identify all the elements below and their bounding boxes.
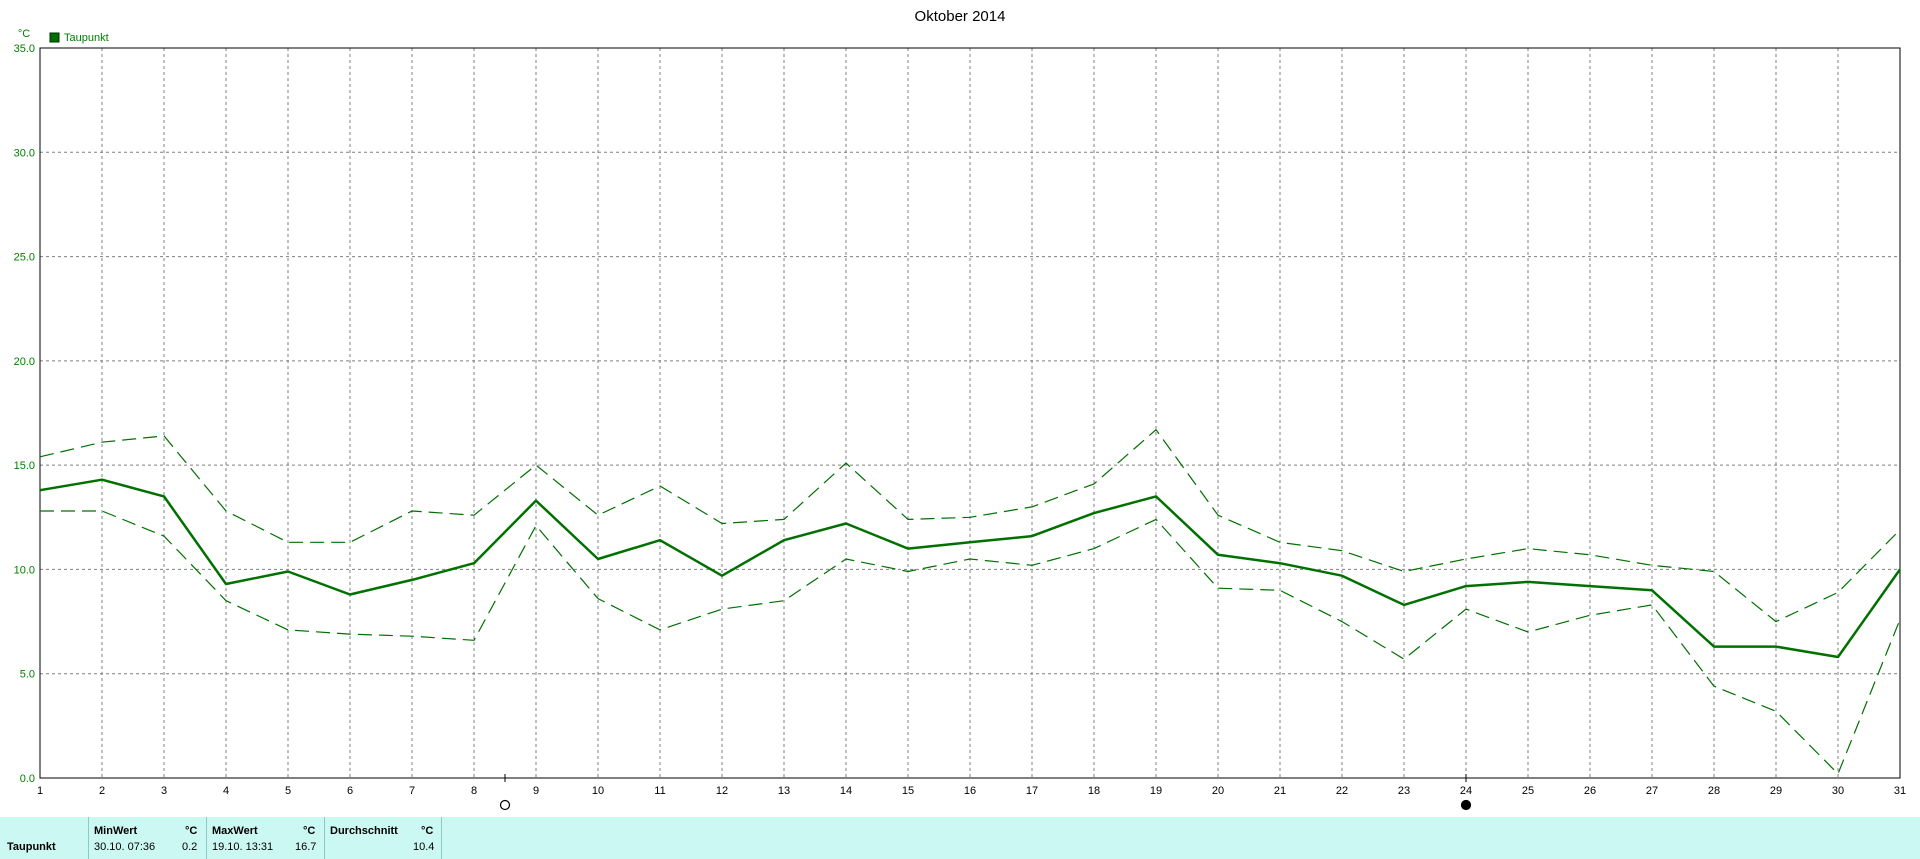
max-value: 16.7 (295, 841, 317, 853)
x-tick-label: 11 (654, 785, 665, 797)
chart-background (0, 0, 1920, 817)
y-tick-label: 25.0 (14, 252, 35, 264)
y-tick-label: 30.0 (14, 147, 35, 159)
min-time: 30.10. 07:36 (94, 841, 156, 853)
max-header: MaxWert (212, 825, 258, 837)
x-tick-label: 18 (1088, 785, 1100, 797)
y-tick-label: 15.0 (14, 460, 35, 472)
x-tick-label: 25 (1522, 785, 1534, 797)
y-axis-unit: °C (18, 28, 30, 40)
series-line-taupunkt (39, 478, 1902, 659)
series-layer (39, 429, 1902, 775)
x-tick-label: 2 (99, 785, 105, 797)
avg-header: Durchschnitt (330, 825, 398, 837)
full-moon-icon (499, 799, 511, 811)
new-moon-icon (1460, 799, 1472, 811)
x-tick-label: 15 (902, 785, 914, 797)
x-tick-label: 29 (1770, 785, 1782, 797)
series-line-upper-dashed (39, 429, 1901, 623)
x-tick-label: 17 (1026, 785, 1038, 797)
x-tick-label: 7 (409, 785, 415, 797)
x-tick-label: 13 (778, 785, 790, 797)
avg-unit: °C (421, 825, 434, 837)
min-unit: °C (185, 825, 198, 837)
avg-value: 10.4 (413, 841, 435, 853)
x-tick-label: 20 (1212, 785, 1224, 797)
y-tick-label: 5.0 (20, 669, 35, 681)
grid (40, 48, 1900, 778)
x-tick-label: 22 (1336, 785, 1348, 797)
y-tick-label: 20.0 (14, 356, 35, 368)
column-divider (206, 817, 207, 859)
x-tick-label: 28 (1708, 785, 1720, 797)
x-tick-label: 14 (840, 785, 852, 797)
min-value: 0.2 (182, 841, 198, 853)
x-tick-label: 1 (37, 785, 43, 797)
statistics-table: Taupunkt MinWert °C 30.10. 07:36 0.2 Max… (0, 817, 1920, 859)
chart: 1 2 3 4 5 6 7 8 9 10 11 12 13 14 15 16 17 18 19 20 21 22 23 24 2… (0, 0, 1920, 817)
y-tick-label: 10.0 (14, 564, 35, 576)
legend-swatch (49, 32, 60, 43)
max-unit: °C (303, 825, 316, 837)
x-tick-label: 4 (223, 785, 229, 797)
tick-labels: 1 2 3 4 5 6 7 8 9 10 11 12 13 14 15 16 17 18 19 20 21 22 23 24 2… (14, 43, 1907, 797)
y-tick-label: 35.0 (14, 43, 35, 55)
x-tick-label: 26 (1584, 785, 1596, 797)
x-tick-label: 10 (592, 785, 604, 797)
x-tick-label: 24 (1460, 785, 1472, 797)
x-tick-label: 16 (964, 785, 976, 797)
chart-title: Oktober 2014 (915, 8, 1006, 25)
column-divider (88, 817, 89, 859)
y-tick-label: 0.0 (20, 773, 35, 785)
plot-frame (39, 47, 1901, 779)
x-tick-label: 9 (533, 785, 539, 797)
x-tick-label: 12 (716, 785, 728, 797)
row-label: Taupunkt (7, 841, 56, 853)
x-tick-label: 3 (161, 785, 167, 797)
x-tick-label: 31 (1894, 785, 1906, 797)
x-tick-label: 19 (1150, 785, 1162, 797)
x-tick-label: 21 (1274, 785, 1286, 797)
x-tick-label: 5 (285, 785, 291, 797)
max-time: 19.10. 13:31 (212, 841, 274, 853)
x-tick-label: 27 (1646, 785, 1658, 797)
series-line-lower-dashed (40, 510, 1901, 775)
annotations (499, 774, 1472, 811)
column-divider (441, 817, 442, 859)
x-tick-label: 8 (471, 785, 477, 797)
x-tick-label: 23 (1398, 785, 1410, 797)
x-tick-label: 6 (347, 785, 353, 797)
x-tick-label: 30 (1832, 785, 1844, 797)
column-divider (324, 817, 325, 859)
min-header: MinWert (94, 825, 138, 837)
legend-label: Taupunkt (64, 32, 109, 44)
